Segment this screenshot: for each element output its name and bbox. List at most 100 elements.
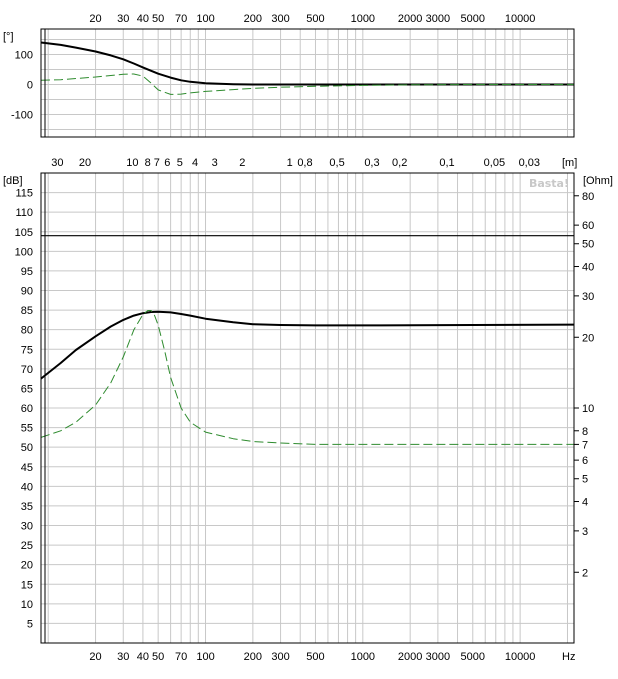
spl-y-tick-label: 70 bbox=[21, 364, 33, 376]
impedance-tick-label: 50 bbox=[582, 239, 594, 251]
spl-top-tick-label: 2 bbox=[239, 157, 245, 169]
phase-x-tick-label: 50 bbox=[152, 13, 164, 25]
watermark-text: Basta! bbox=[529, 177, 569, 190]
spl-y-tick-label: 15 bbox=[21, 579, 33, 591]
phase-x-tick-label: 500 bbox=[306, 13, 324, 25]
impedance-tick-label: 20 bbox=[582, 332, 594, 344]
spl-top-tick-label: 10 bbox=[126, 157, 138, 169]
spl-y-tick-label: 5 bbox=[27, 618, 33, 630]
phase-x-tick-label: 70 bbox=[175, 13, 187, 25]
spl-y-tick-label: 75 bbox=[21, 344, 33, 356]
spl-x-tick-label: 5000 bbox=[461, 651, 485, 663]
spl-x-axis-label: Hz bbox=[562, 651, 575, 663]
spl-x-tick-label: 10000 bbox=[505, 651, 536, 663]
spl-y-tick-label: 65 bbox=[21, 383, 33, 395]
spl-top-tick-label: 0,8 bbox=[297, 157, 312, 169]
spl-top-tick-label: 4 bbox=[192, 157, 198, 169]
spl-y-tick-label: 40 bbox=[21, 481, 33, 493]
impedance-tick-label: 2 bbox=[582, 567, 588, 579]
spl-y-tick-label: 85 bbox=[21, 305, 33, 317]
spl-x-tick-label: 3000 bbox=[426, 651, 450, 663]
spl-x-tick-label: 100 bbox=[196, 651, 214, 663]
impedance-tick-label: 6 bbox=[582, 455, 588, 467]
spl-y-axis-label: [dB] bbox=[3, 175, 23, 187]
spl-y-tick-label: 90 bbox=[21, 286, 33, 298]
spl-y-tick-label: 45 bbox=[21, 462, 33, 474]
spl-y-tick-label: 50 bbox=[21, 442, 33, 454]
spl-x-tick-label: 70 bbox=[175, 651, 187, 663]
impedance-tick-label: 60 bbox=[582, 220, 594, 232]
phase-x-tick-label: 40 bbox=[137, 13, 149, 25]
impedance-tick-label: 7 bbox=[582, 439, 588, 451]
spl-x-tick-label: 30 bbox=[117, 651, 129, 663]
spl-top-tick-label: 0,5 bbox=[329, 157, 344, 169]
spl-y-tick-label: 105 bbox=[15, 227, 33, 239]
impedance-tick-label: 30 bbox=[582, 291, 594, 303]
phase-x-tick-label: 100 bbox=[196, 13, 214, 25]
impedance-tick-label: 40 bbox=[582, 262, 594, 274]
spl-x-tick-label: 1000 bbox=[351, 651, 375, 663]
phase-x-tick-label: 1000 bbox=[351, 13, 375, 25]
spl-y-tick-label: 20 bbox=[21, 560, 33, 572]
spl-y-tick-label: 10 bbox=[21, 599, 33, 611]
spl-y-tick-label: 80 bbox=[21, 325, 33, 337]
spl-top-tick-label: 1 bbox=[287, 157, 293, 169]
spl-top-tick-label: 0,2 bbox=[392, 157, 407, 169]
spl-top-tick-label: 8 bbox=[145, 157, 151, 169]
spl-y-tick-label: 60 bbox=[21, 403, 33, 415]
spl-x-tick-label: 500 bbox=[306, 651, 324, 663]
phase-x-tick-label: 20 bbox=[89, 13, 101, 25]
phase-x-tick-label: 5000 bbox=[461, 13, 485, 25]
text-layer: 20 30 40 50 70 100 200 300 500 1000 2000 3000 5000 10… bbox=[3, 13, 613, 663]
spl-top-tick-label: 30 bbox=[51, 157, 63, 169]
phase-series-dashed bbox=[40, 73, 574, 95]
spl-top-tick-label: 20 bbox=[79, 157, 91, 169]
phase-x-tick-label: 300 bbox=[271, 13, 289, 25]
phase-x-tick-label: 200 bbox=[244, 13, 262, 25]
spl-y-tick-label: 100 bbox=[15, 246, 33, 258]
spl-top-tick-label: 0,3 bbox=[364, 157, 379, 169]
phase-y-tick-label: 100 bbox=[15, 50, 33, 62]
spl-y-tick-label: 30 bbox=[21, 521, 33, 533]
phase-x-tick-label: 3000 bbox=[426, 13, 450, 25]
spl-top-axis-label: [m] bbox=[562, 157, 577, 169]
spl-x-tick-label: 300 bbox=[271, 651, 289, 663]
spl-top-tick-label: 5 bbox=[177, 157, 183, 169]
impedance-tick-label: 3 bbox=[582, 526, 588, 538]
impedance-tick-label: 4 bbox=[582, 497, 588, 509]
spl-y-tick-label: 110 bbox=[15, 207, 33, 219]
frame-layer bbox=[40, 28, 579, 644]
phase-x-tick-label: 30 bbox=[117, 13, 129, 25]
spl-top-tick-label: 0,1 bbox=[439, 157, 454, 169]
impedance-tick-label: 5 bbox=[582, 474, 588, 486]
spl-top-tick-label: 0,03 bbox=[519, 157, 540, 169]
impedance-tick-label: 8 bbox=[582, 426, 588, 438]
spl-x-tick-label: 2000 bbox=[398, 651, 422, 663]
impedance-tick-label: 10 bbox=[582, 403, 594, 415]
spl-series bbox=[40, 310, 575, 380]
spl-x-tick-label: 40 bbox=[137, 651, 149, 663]
spl-y-tick-label: 25 bbox=[21, 540, 33, 552]
phase-y-axis-label: [°] bbox=[3, 31, 14, 43]
spl-top-tick-label: 7 bbox=[154, 157, 160, 169]
phase-y-tick-label: -100 bbox=[11, 110, 33, 122]
grid-layer bbox=[40, 29, 574, 643]
spl-top-tick-label: 0,05 bbox=[484, 157, 505, 169]
spl-top-tick-label: 6 bbox=[164, 157, 170, 169]
impedance-tick-label: 80 bbox=[582, 191, 594, 203]
spl-x-tick-label: 50 bbox=[152, 651, 164, 663]
spl-x-tick-label: 20 bbox=[89, 651, 101, 663]
spl-y-tick-label: 115 bbox=[15, 188, 33, 200]
series-layer bbox=[40, 41, 575, 445]
spl-y-tick-label: 35 bbox=[21, 501, 33, 513]
impedance-series bbox=[40, 310, 574, 445]
phase-y-tick-label: 0 bbox=[27, 80, 33, 92]
phase-x-tick-label: 10000 bbox=[505, 13, 536, 25]
phase-series-solid bbox=[40, 41, 574, 86]
phase-plot-frame bbox=[40, 28, 575, 138]
spl-y-tick-label: 55 bbox=[21, 423, 33, 435]
spl-top-tick-label: 3 bbox=[212, 157, 218, 169]
spl-y-tick-label: 95 bbox=[21, 266, 33, 278]
spl-x-tick-label: 200 bbox=[244, 651, 262, 663]
